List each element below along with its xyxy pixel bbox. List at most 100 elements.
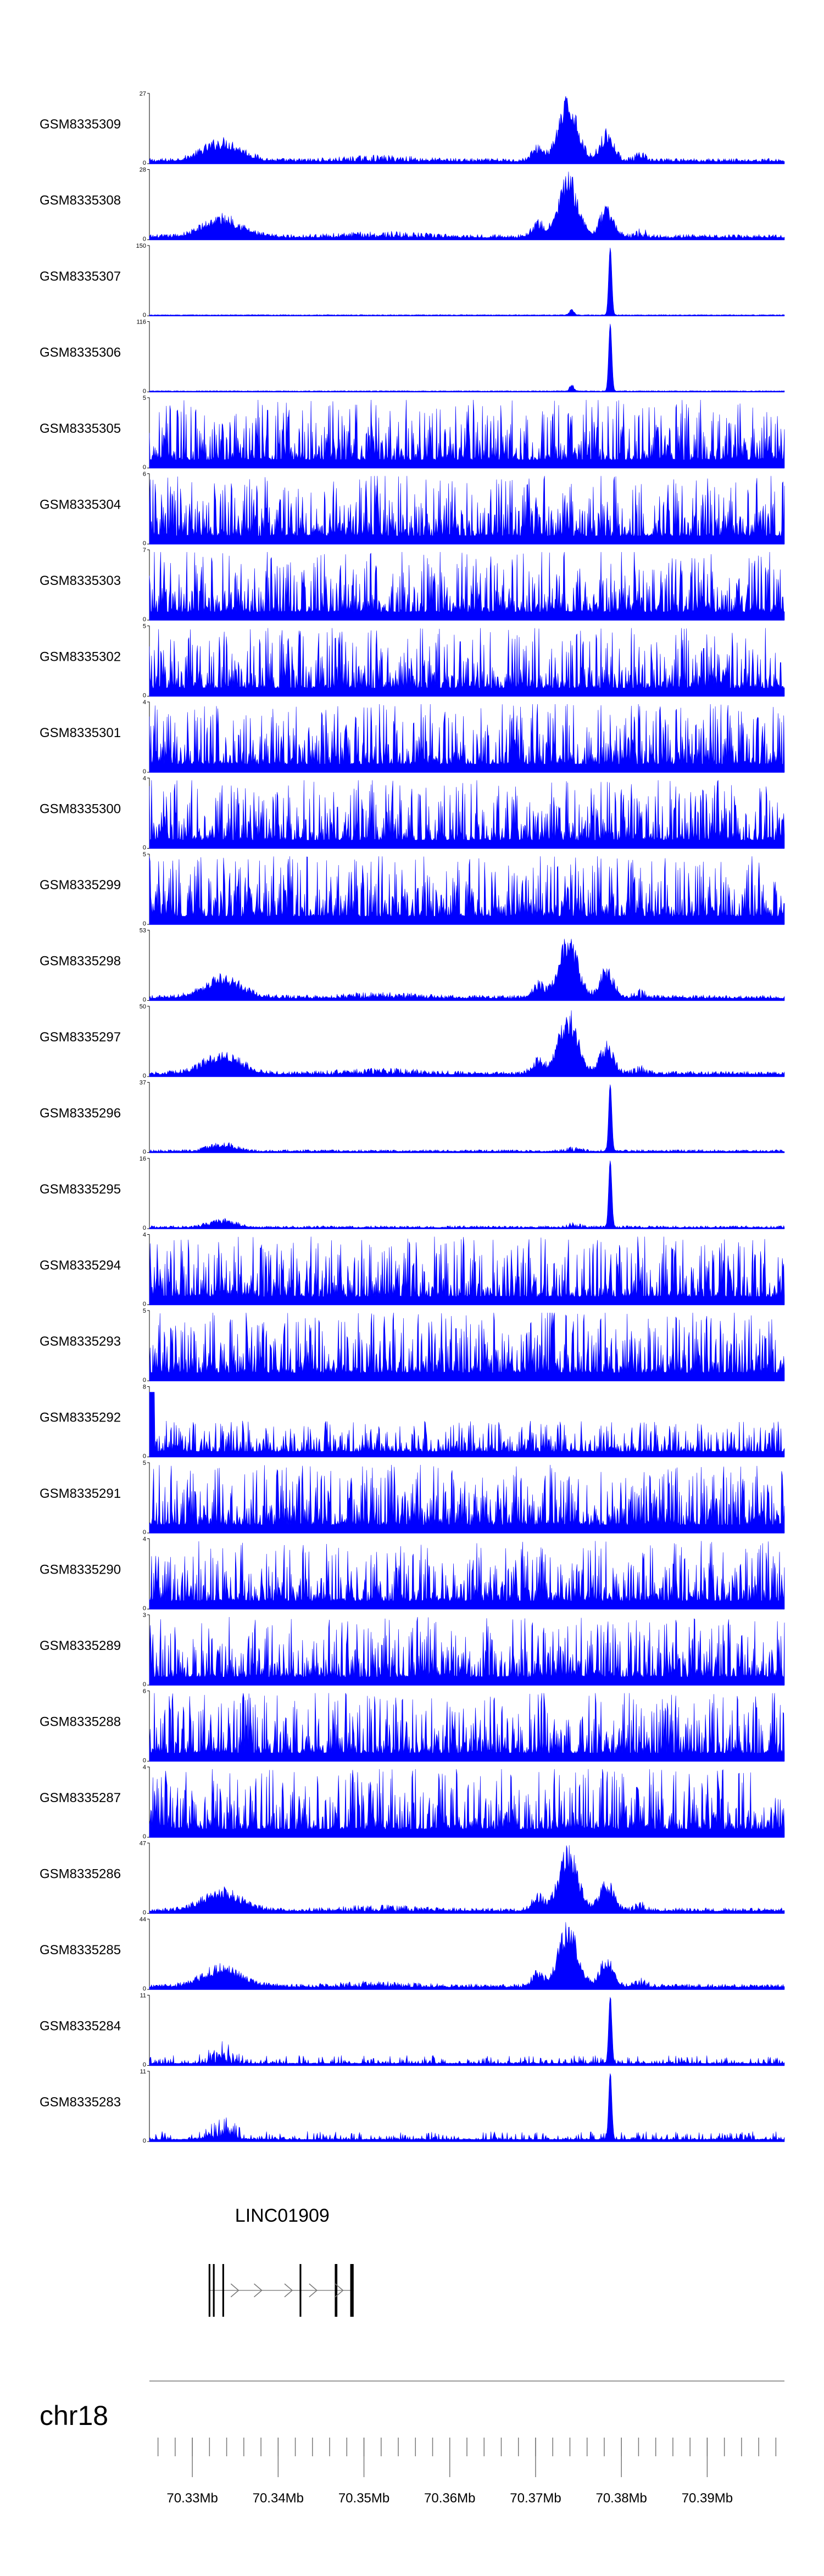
track-signal-area bbox=[149, 1236, 785, 1305]
axis-tick-label: 70.39Mb bbox=[682, 2491, 733, 2506]
track-GSM8335298: GSM8335298 53 0 bbox=[40, 928, 785, 1003]
axis-tick-label: 70.34Mb bbox=[253, 2491, 304, 2506]
track-ymax-label: 4 bbox=[143, 1232, 146, 1239]
track-signal-area bbox=[149, 939, 785, 1001]
track-signal-area bbox=[149, 1392, 785, 1457]
track-ymax-label: 4 bbox=[143, 699, 146, 706]
track-signal-area bbox=[149, 1997, 785, 2066]
track-ymin-label: 0 bbox=[143, 464, 146, 471]
track-signal-area bbox=[149, 2073, 785, 2142]
track-ymin-label: 0 bbox=[143, 236, 146, 243]
track-label: GSM8335293 bbox=[40, 1334, 121, 1349]
track-ymin-label: 0 bbox=[143, 1986, 146, 1992]
track-ymax-label: 44 bbox=[140, 1916, 146, 1923]
track-ymin-label: 0 bbox=[143, 1910, 146, 1916]
track-ymin-label: 0 bbox=[143, 1301, 146, 1308]
track-signal-area bbox=[149, 96, 785, 164]
track-signal-area bbox=[149, 1084, 785, 1153]
track-label: GSM8335302 bbox=[40, 649, 121, 664]
track-label: GSM8335301 bbox=[40, 726, 121, 740]
track-label: GSM8335307 bbox=[40, 269, 121, 284]
axis-tick-label: 70.36Mb bbox=[424, 2491, 475, 2506]
track-GSM8335295: GSM8335295 16 0 bbox=[40, 1156, 785, 1231]
track-ymin-label: 0 bbox=[143, 1605, 146, 1612]
track-ymax-label: 16 bbox=[140, 1156, 146, 1162]
track-ymin-label: 0 bbox=[143, 1758, 146, 1764]
track-ymin-label: 0 bbox=[143, 845, 146, 851]
strand-arrow-icon bbox=[309, 2283, 318, 2298]
track-GSM8335302: GSM8335302 5 0 bbox=[40, 623, 785, 699]
track-GSM8335306: GSM8335306 116 0 bbox=[40, 319, 785, 395]
track-ymax-label: 150 bbox=[136, 243, 146, 249]
track-signal-area bbox=[149, 780, 785, 849]
track-GSM8335289: GSM8335289 3 0 bbox=[40, 1612, 785, 1688]
track-GSM8335286: GSM8335286 47 0 bbox=[40, 1841, 785, 1916]
track-signal-area bbox=[149, 1160, 785, 1229]
track-ymax-label: 4 bbox=[143, 1764, 146, 1771]
track-signal-area bbox=[149, 1312, 785, 1381]
track-ymax-label: 3 bbox=[143, 1612, 146, 1619]
track-signal-area bbox=[149, 1922, 785, 1990]
track-ymin-label: 0 bbox=[143, 693, 146, 699]
track-GSM8335303: GSM8335303 7 0 bbox=[40, 547, 785, 623]
track-ymin-label: 0 bbox=[143, 1073, 146, 1079]
axis-tick-label: 70.35Mb bbox=[338, 2491, 389, 2506]
track-label: GSM8335303 bbox=[40, 573, 121, 588]
track-ymax-label: 28 bbox=[140, 167, 146, 174]
track-signal-area bbox=[149, 1464, 785, 1534]
gene-label: LINC01909 bbox=[235, 2205, 330, 2226]
track-ymax-label: 5 bbox=[143, 623, 146, 630]
strand-arrow-icon bbox=[230, 2283, 240, 2298]
track-label: GSM8335284 bbox=[40, 2019, 121, 2033]
track-ymax-label: 27 bbox=[140, 91, 146, 97]
track-label: GSM8335291 bbox=[40, 1486, 121, 1501]
gene-exon bbox=[335, 2264, 338, 2317]
gene-exon bbox=[213, 2264, 215, 2317]
track-GSM8335308: GSM8335308 28 0 bbox=[40, 167, 785, 243]
track-ymin-label: 0 bbox=[143, 1225, 146, 1231]
track-ymax-label: 47 bbox=[140, 1841, 146, 1847]
track-label: GSM8335283 bbox=[40, 2095, 121, 2110]
track-label: GSM8335288 bbox=[40, 1714, 121, 1729]
track-ymin-label: 0 bbox=[143, 312, 146, 319]
track-label: GSM8335290 bbox=[40, 1562, 121, 1577]
strand-arrow-icon bbox=[254, 2283, 263, 2298]
track-ymin-label: 0 bbox=[143, 997, 146, 1003]
track-label: GSM8335304 bbox=[40, 497, 121, 512]
track-signal-area bbox=[149, 1845, 785, 1914]
track-GSM8335293: GSM8335293 5 0 bbox=[40, 1308, 785, 1384]
track-ymax-label: 8 bbox=[143, 1384, 146, 1391]
gene-annotation-track: LINC01909 bbox=[208, 2205, 354, 2317]
track-signal-area bbox=[149, 551, 785, 621]
track-signal-area bbox=[149, 1769, 785, 1838]
track-label: GSM8335298 bbox=[40, 954, 121, 968]
track-GSM8335292: GSM8335292 8 0 bbox=[40, 1384, 785, 1460]
track-signal-area bbox=[149, 399, 785, 469]
track-ymax-label: 4 bbox=[143, 776, 146, 782]
track-signal-area bbox=[149, 476, 785, 544]
track-ymax-label: 11 bbox=[140, 2068, 146, 2075]
track-GSM8335309: GSM8335309 27 0 bbox=[40, 91, 785, 166]
track-ymax-label: 5 bbox=[143, 395, 146, 402]
track-signal-area bbox=[149, 247, 785, 316]
track-ymax-label: 37 bbox=[140, 1080, 146, 1086]
track-label: GSM8335305 bbox=[40, 421, 121, 436]
axis-tick-label: 70.38Mb bbox=[595, 2491, 647, 2506]
track-label: GSM8335297 bbox=[40, 1030, 121, 1045]
track-label: GSM8335306 bbox=[40, 345, 121, 360]
track-signal-area bbox=[149, 628, 785, 696]
track-ymax-label: 11 bbox=[140, 1993, 146, 1999]
track-GSM8335299: GSM8335299 5 0 bbox=[40, 851, 785, 927]
axis-tick-label: 70.37Mb bbox=[510, 2491, 561, 2506]
signal-tracks: GSM8335309270GSM8335308280GSM83353071500… bbox=[40, 91, 785, 2144]
axis-tick-label: 70.33Mb bbox=[166, 2491, 218, 2506]
gene-exon bbox=[208, 2264, 210, 2317]
track-label: GSM8335287 bbox=[40, 1791, 121, 1805]
chromosome-label: chr18 bbox=[40, 2400, 108, 2431]
track-signal-area bbox=[149, 856, 785, 925]
track-label: GSM8335299 bbox=[40, 878, 121, 893]
track-label: GSM8335309 bbox=[40, 117, 121, 132]
gene-exon bbox=[222, 2264, 224, 2317]
track-GSM8335300: GSM8335300 4 0 bbox=[40, 776, 785, 851]
